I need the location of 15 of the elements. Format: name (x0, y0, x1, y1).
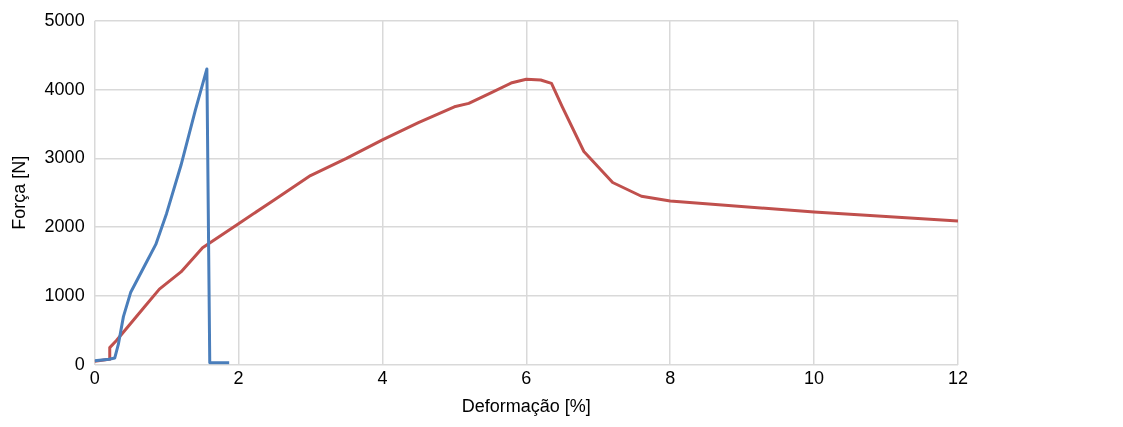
y-tick-label: 0 (74, 353, 85, 374)
y-tick-label: 4000 (44, 78, 85, 99)
y-tick-label: 3000 (44, 147, 85, 168)
y-tick-label: 5000 (44, 9, 85, 30)
x-tick-label: 0 (89, 367, 100, 388)
y-tick-label: 2000 (44, 216, 85, 237)
y-axis-title: Força [N] (8, 155, 29, 230)
x-tick-label: 6 (521, 367, 532, 388)
x-tick-label: 10 (804, 367, 825, 388)
x-tick-label: 2 (233, 367, 244, 388)
x-tick-label: 12 (947, 367, 969, 388)
y-tick-label: 1000 (44, 284, 85, 305)
x-axis-title: Deformação [%] (461, 396, 591, 417)
x-tick-label: 8 (665, 367, 676, 388)
x-tick-label: 4 (377, 367, 388, 388)
